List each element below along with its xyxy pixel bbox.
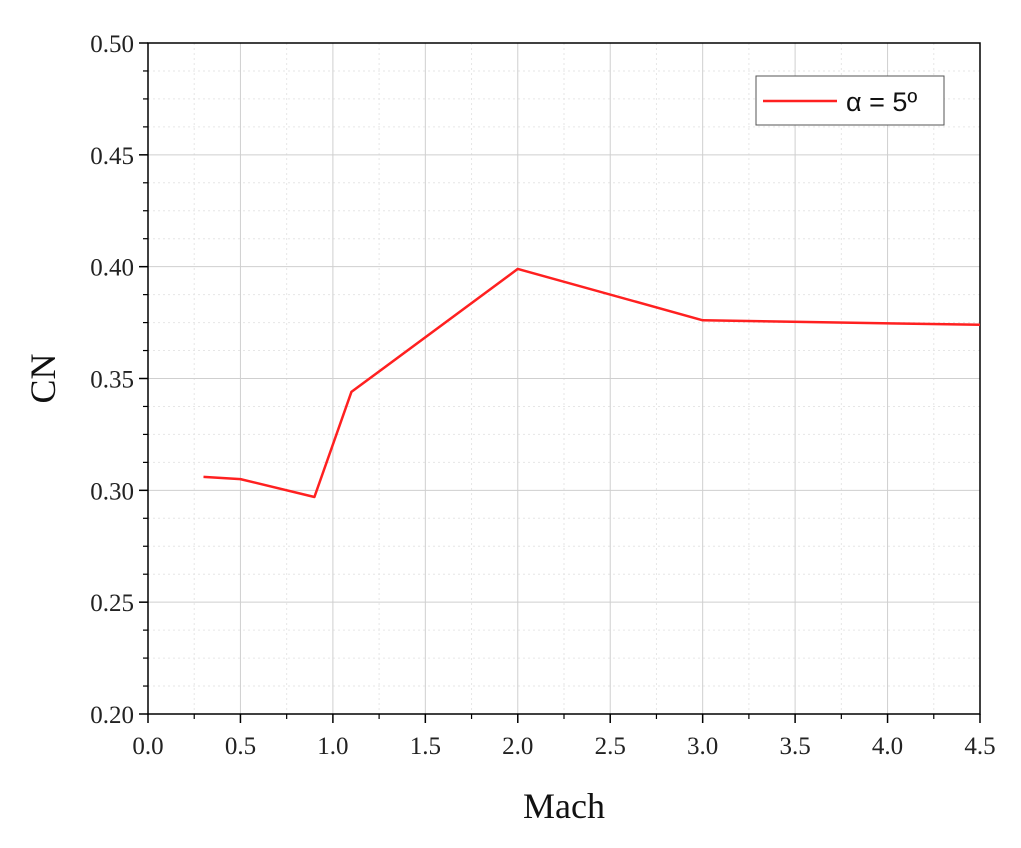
x-axis-title: Mach <box>523 786 605 826</box>
y-tick-label: 0.50 <box>90 31 134 58</box>
axis-ticks <box>139 42 981 723</box>
legend: α = 5º <box>755 75 945 126</box>
x-tick-label: 0.5 <box>225 733 256 760</box>
x-tick-label: 0.0 <box>132 733 163 760</box>
y-tick-label: 0.35 <box>90 367 134 394</box>
x-tick-label: 1.5 <box>410 733 441 760</box>
y-tick-labels: 0.20 0.25 0.30 0.35 0.40 0.45 0.50 <box>90 31 134 729</box>
legend-label: α = 5º <box>846 87 917 117</box>
x-tick-label: 3.0 <box>687 733 718 760</box>
y-tick-label: 0.30 <box>90 478 134 505</box>
y-axis-title: CN <box>23 353 63 403</box>
y-tick-label: 0.40 <box>90 255 134 282</box>
series-layer <box>203 267 981 499</box>
x-tick-label: 2.0 <box>502 733 533 760</box>
y-tick-label: 0.25 <box>90 590 134 617</box>
x-tick-label: 4.0 <box>872 733 903 760</box>
y-tick-label: 0.45 <box>90 143 134 170</box>
x-tick-label: 1.0 <box>317 733 348 760</box>
y-tick-label: 0.20 <box>90 702 134 729</box>
x-tick-label: 4.5 <box>964 733 995 760</box>
x-tick-label: 3.5 <box>779 733 810 760</box>
x-tick-label: 2.5 <box>595 733 626 760</box>
x-tick-labels: 0.0 0.5 1.0 1.5 2.0 2.5 3.0 3.5 4.0 4.5 <box>132 733 995 760</box>
major-grid <box>148 43 980 714</box>
